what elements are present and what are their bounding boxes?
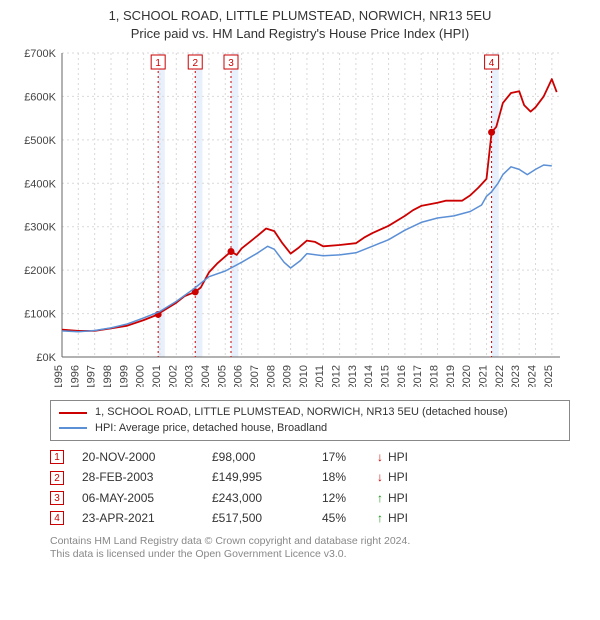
arrow-up-icon: ↑ (372, 508, 388, 528)
svg-text:£0K: £0K (36, 352, 56, 364)
svg-text:2013: 2013 (347, 365, 359, 387)
chart-title-line2: Price paid vs. HM Land Registry's House … (10, 26, 590, 42)
sale-price: £98,000 (212, 447, 322, 467)
svg-text:2001: 2001 (151, 365, 163, 387)
svg-text:2014: 2014 (363, 365, 375, 387)
chart-title-line1: 1, SCHOOL ROAD, LITTLE PLUMSTEAD, NORWIC… (10, 8, 590, 24)
sale-marker-number: 2 (50, 471, 64, 485)
svg-text:1999: 1999 (118, 365, 130, 387)
sale-hpi-tag: HPI (388, 467, 408, 487)
svg-text:£600K: £600K (24, 92, 56, 104)
svg-text:£100K: £100K (24, 309, 56, 321)
svg-text:2006: 2006 (233, 365, 245, 387)
svg-text:2002: 2002 (167, 365, 179, 387)
sale-row: 2 28-FEB-2003£149,99518%↓HPI (50, 467, 570, 487)
footer-line-1: Contains HM Land Registry data © Crown c… (50, 535, 570, 549)
svg-text:2015: 2015 (380, 365, 392, 387)
svg-text:2019: 2019 (445, 365, 457, 387)
svg-text:2004: 2004 (200, 365, 212, 387)
svg-text:2021: 2021 (478, 365, 490, 387)
sale-marker-number: 1 (50, 450, 64, 464)
svg-text:2011: 2011 (314, 365, 326, 387)
sale-hpi-tag: HPI (388, 508, 408, 528)
svg-text:2023: 2023 (510, 365, 522, 387)
sale-price: £149,995 (212, 467, 322, 487)
legend-row: HPI: Average price, detached house, Broa… (59, 421, 561, 436)
svg-text:2008: 2008 (265, 365, 277, 387)
footer: Contains HM Land Registry data © Crown c… (50, 535, 570, 562)
legend: 1, SCHOOL ROAD, LITTLE PLUMSTEAD, NORWIC… (50, 400, 570, 441)
sale-row: 4 23-APR-2021£517,50045%↑HPI (50, 508, 570, 528)
chart-svg: £0K £100K £200K £300K £400K £500K £600K £700K 19… (10, 47, 570, 387)
svg-text:2005: 2005 (216, 365, 228, 387)
svg-text:2012: 2012 (331, 365, 343, 387)
svg-text:1: 1 (155, 58, 161, 69)
svg-text:1998: 1998 (102, 365, 114, 387)
svg-text:2020: 2020 (461, 365, 473, 387)
sale-date: 20-NOV-2000 (82, 447, 212, 467)
svg-text:2003: 2003 (184, 365, 196, 387)
sale-row: 1 20-NOV-2000£98,00017%↓HPI (50, 447, 570, 467)
svg-text:2018: 2018 (429, 365, 441, 387)
legend-label: 1, SCHOOL ROAD, LITTLE PLUMSTEAD, NORWIC… (95, 405, 508, 420)
svg-text:3: 3 (228, 58, 234, 69)
svg-text:£200K: £200K (24, 265, 56, 277)
svg-text:2024: 2024 (527, 365, 539, 387)
sale-pct: 45% (322, 508, 372, 528)
chart: £0K £100K £200K £300K £400K £500K £600K £700K 19… (10, 47, 590, 392)
arrow-down-icon: ↓ (372, 467, 388, 487)
sale-hpi-tag: HPI (388, 488, 408, 508)
svg-text:4: 4 (489, 58, 495, 69)
sale-date: 23-APR-2021 (82, 508, 212, 528)
sale-price: £517,500 (212, 508, 322, 528)
svg-text:2022: 2022 (494, 365, 506, 387)
svg-text:£500K: £500K (24, 135, 56, 147)
sale-date: 06-MAY-2005 (82, 488, 212, 508)
svg-text:2007: 2007 (249, 365, 261, 387)
footer-line-2: This data is licensed under the Open Gov… (50, 548, 570, 562)
sales-table: 120-NOV-2000£98,00017%↓HPI228-FEB-2003£1… (50, 447, 570, 529)
sale-marker-number: 4 (50, 511, 64, 525)
svg-text:£700K: £700K (24, 48, 56, 60)
svg-text:1996: 1996 (69, 365, 81, 387)
svg-text:2025: 2025 (543, 365, 555, 387)
sale-row: 3 06-MAY-2005£243,00012%↑HPI (50, 488, 570, 508)
legend-swatch (59, 412, 87, 414)
svg-text:£400K: £400K (24, 178, 56, 190)
legend-label: HPI: Average price, detached house, Broa… (95, 421, 327, 436)
sale-marker-number: 3 (50, 491, 64, 505)
svg-text:2000: 2000 (135, 365, 147, 387)
svg-text:1995: 1995 (53, 365, 65, 387)
sale-pct: 18% (322, 467, 372, 487)
legend-row: 1, SCHOOL ROAD, LITTLE PLUMSTEAD, NORWIC… (59, 405, 561, 420)
svg-text:2: 2 (192, 58, 198, 69)
page: 1, SCHOOL ROAD, LITTLE PLUMSTEAD, NORWIC… (0, 0, 600, 620)
sale-pct: 12% (322, 488, 372, 508)
svg-text:£300K: £300K (24, 222, 56, 234)
sale-date: 28-FEB-2003 (82, 467, 212, 487)
svg-text:2017: 2017 (412, 365, 424, 387)
svg-text:2010: 2010 (298, 365, 310, 387)
sale-pct: 17% (322, 447, 372, 467)
svg-text:2009: 2009 (282, 365, 294, 387)
legend-swatch (59, 427, 87, 429)
sale-price: £243,000 (212, 488, 322, 508)
arrow-up-icon: ↑ (372, 488, 388, 508)
svg-text:2016: 2016 (396, 365, 408, 387)
arrow-down-icon: ↓ (372, 447, 388, 467)
svg-text:1997: 1997 (86, 365, 98, 387)
sale-hpi-tag: HPI (388, 447, 408, 467)
